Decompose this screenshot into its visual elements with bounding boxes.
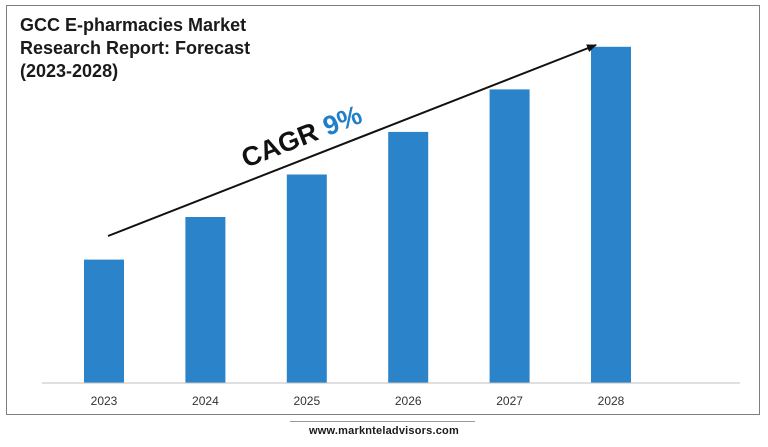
footer-url: www.marknteladvisors.com bbox=[309, 425, 459, 437]
footer bbox=[0, 418, 768, 447]
bar-2025 bbox=[286, 174, 327, 383]
title-line-3: (2023-2028) bbox=[20, 61, 119, 81]
x-tick-label: 2027 bbox=[496, 394, 523, 408]
title-line-1: GCC E-pharmacies Market bbox=[20, 15, 247, 35]
chart-frame bbox=[6, 5, 760, 415]
x-tick-label: 2028 bbox=[598, 394, 625, 408]
bars-group bbox=[84, 46, 631, 384]
bar-2023 bbox=[84, 259, 124, 383]
chart-title: GCC E-pharmacies Market Research Report:… bbox=[20, 14, 320, 83]
bar-2028 bbox=[591, 46, 631, 384]
x-tick-label: 2024 bbox=[192, 394, 219, 408]
bar-2024 bbox=[185, 217, 226, 383]
bar-2026 bbox=[388, 131, 429, 383]
title-line-2: Research Report: Forecast bbox=[20, 38, 251, 58]
cagr-annotation: CAGR9% bbox=[237, 99, 366, 173]
x-tick-label: 2026 bbox=[395, 394, 422, 408]
footer-divider bbox=[290, 421, 475, 422]
x-tick-label: 2025 bbox=[293, 394, 320, 408]
cagr-trend-arrow bbox=[107, 44, 597, 237]
x-tick-label: 2023 bbox=[91, 394, 118, 408]
cagr-value: 9% bbox=[319, 99, 366, 141]
bar-2027 bbox=[489, 89, 530, 384]
cagr-label: CAGR bbox=[237, 117, 322, 174]
x-tick-labels: 2023 2024 2025 2026 2027 2028 bbox=[91, 394, 625, 408]
